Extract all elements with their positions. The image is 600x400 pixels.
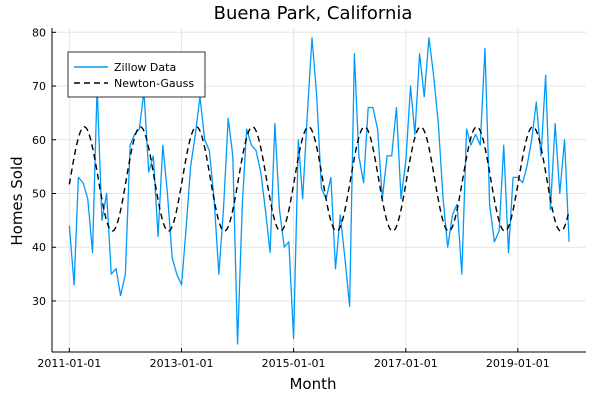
legend-label: Zillow Data [114,61,176,74]
legend-label: Newton-Gauss [114,77,194,90]
x-tick-label: 2017-01-01 [374,357,438,370]
x-tick-label: 2011-01-01 [37,357,101,370]
x-tick-label: 2015-01-01 [262,357,326,370]
y-tick-label: 80 [32,26,46,39]
y-tick-label: 30 [32,295,46,308]
x-axis-label: Month [289,375,336,393]
y-tick-label: 50 [32,187,46,200]
legend: Zillow Data Newton-Gauss [67,51,206,98]
chart-title: Buena Park, California [214,3,413,24]
y-tick-label: 40 [32,241,46,254]
series-line-zillow-data [68,37,570,345]
y-tick-label: 70 [32,80,46,93]
axes: 30 40 50 60 70 80 2011-01-01 2013-01-01 2015-01-… [32,26,586,370]
y-axis-label: Homes Sold [8,156,26,245]
x-tick-label: 2013-01-01 [150,357,214,370]
series-layer [68,37,570,345]
y-tick-label: 60 [32,134,46,147]
x-tick-label: 2019-01-01 [486,357,550,370]
legend-box [67,51,206,98]
series-line-newton-gauss [68,126,570,232]
